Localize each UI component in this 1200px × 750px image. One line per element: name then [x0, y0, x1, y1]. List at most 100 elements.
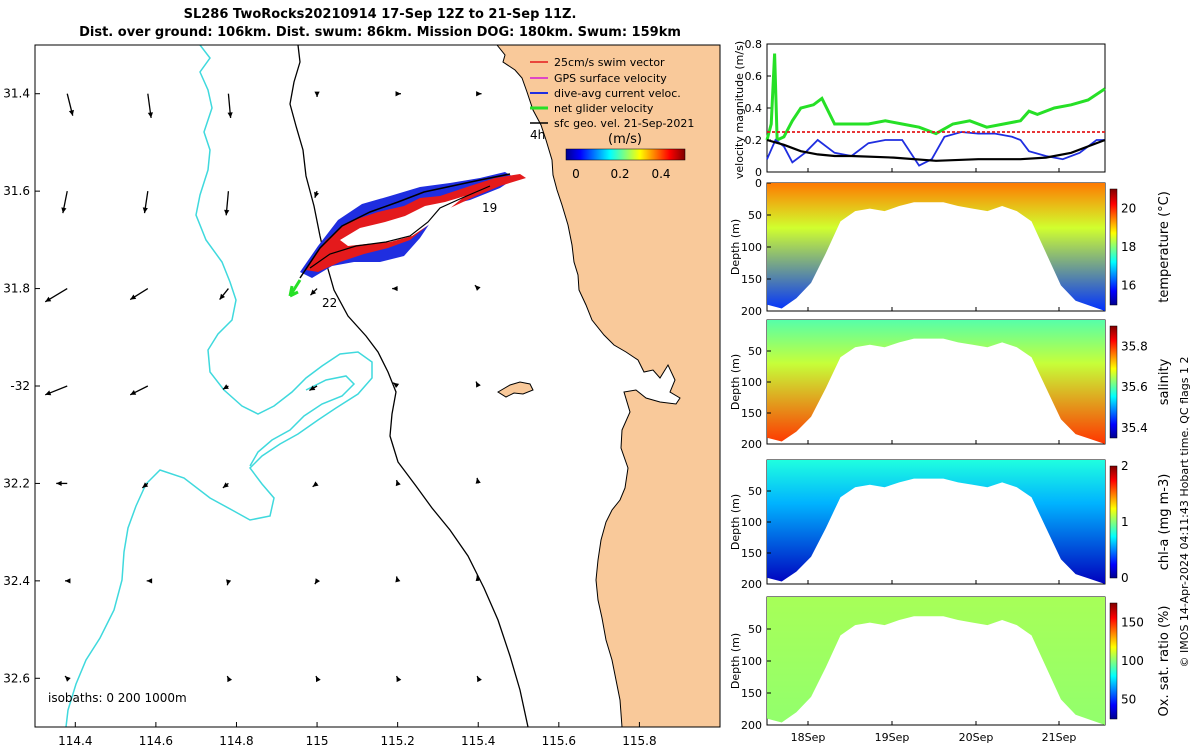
map-ytick-label: 31.4 [3, 87, 30, 101]
section-ytick-label: 50 [748, 209, 762, 222]
geo-velocity-vectors [44, 91, 482, 683]
velocity-series-net-glider-velocity [765, 53, 1106, 143]
rottnest-island [497, 381, 534, 398]
velocity-axis-ticks: 0 0.2 0.4 0.6 0.8 [745, 38, 771, 179]
geo-velocity-arrow [64, 675, 71, 682]
chla_section-colorbar-tick: 0 [1121, 571, 1129, 585]
legend-geo-velocity: sfc geo. vel. 21-Sep-2021 [530, 117, 694, 130]
glider-track [288, 172, 526, 298]
section-ytick-label: 150 [741, 407, 762, 420]
salinity_section-data [767, 320, 1105, 444]
velocity-series-sfc-geo-vel-21-sep-2021 [766, 138, 1106, 162]
section-ytick-label: 150 [741, 547, 762, 560]
time-tick-label: 21Sep [1042, 731, 1077, 744]
section-ytick-label: 150 [741, 687, 762, 700]
section-ytick-label: 100 [741, 241, 762, 254]
chla_section-data [767, 460, 1105, 584]
legend-dive-avg: dive-avg current veloc. [530, 87, 681, 100]
chla_section-colorbar [1109, 465, 1118, 579]
map-panel: 114.4 114.6 114.8 115 115.2 115.4 115.6 115.8 31… [3, 44, 721, 748]
colorbar-tick-1: 0.2 [610, 167, 629, 181]
oxygen_section-ylabel: Depth (m) [729, 633, 742, 689]
section-ytick-label: 50 [748, 623, 762, 636]
geo-velocity-arrow [314, 578, 321, 585]
salinity_section-colorbar-tick: 35.8 [1121, 339, 1148, 353]
temperature_section-colorbar-tick: 18 [1121, 240, 1136, 254]
geo-velocity-arrow [395, 479, 401, 487]
oxygen_section-colorbar-tick: 50 [1121, 693, 1136, 707]
track-white-core [340, 196, 465, 246]
geo-velocity-arrow [476, 91, 482, 97]
land-area [496, 45, 720, 727]
map-ytick-label: 31.6 [3, 184, 30, 198]
geo-velocity-arrow [147, 93, 153, 119]
isobath-1000m [289, 45, 529, 727]
time-axis: 18Sep 19Sep 20Sep 21Sep [791, 168, 1077, 744]
track-label-4h: 4h [530, 128, 545, 142]
velocity-colorbar [565, 148, 686, 161]
velocity-series [765, 53, 1106, 167]
geo-velocity-arrow [56, 480, 68, 487]
salinity_section-ylabel: Depth (m) [729, 354, 742, 410]
geo-velocity-arrow [475, 575, 481, 582]
temperature_section-colorbar-tick: 16 [1121, 279, 1136, 293]
geo-velocity-arrow [476, 675, 482, 683]
net-track-line-2 [309, 185, 491, 269]
oxygen_section-colorbar-tick: 100 [1121, 654, 1144, 668]
map-xtick-label: 115.4 [461, 734, 495, 748]
colorbar-tick-2: 0.4 [651, 167, 670, 181]
geo-velocity-arrow [222, 482, 229, 489]
geo-velocity-arrow [146, 578, 153, 584]
section-ytick-label: 100 [741, 516, 762, 529]
geo-velocity-arrow [44, 288, 68, 303]
geo-velocity-arrow [142, 191, 149, 214]
map-ytick-label: 32.2 [3, 476, 30, 490]
map-ytick-label: 32.6 [3, 671, 30, 685]
geo-velocity-arrow [66, 93, 74, 116]
section-ytick-label: 200 [741, 305, 762, 318]
chart-title-line2: Dist. over ground: 106km. Dist. swum: 86… [79, 25, 681, 40]
section-ytick-label: 200 [741, 578, 762, 591]
section-ytick-label: 100 [741, 655, 762, 668]
geo-velocity-arrow [129, 288, 149, 301]
map-xtick-label: 115.2 [380, 734, 414, 748]
colorbar-units-label: (m/s) [608, 132, 642, 147]
salinity_section-colorbar-tick: 35.6 [1121, 380, 1148, 394]
chla_section-colorbar-label: chl-a (mg m-3) [1157, 474, 1172, 571]
geo-velocity-arrow [475, 477, 481, 484]
velocity-ytick-label: 0.2 [745, 134, 763, 147]
colorbar-tick-0: 0 [572, 167, 580, 181]
velocity-ytick-label: 0 [755, 166, 762, 179]
section-ytick-label: 200 [741, 719, 762, 732]
geo-velocity-arrow [315, 675, 321, 683]
geo-velocity-arrow [312, 481, 319, 488]
map-xtick-label: 114.8 [219, 734, 253, 748]
temperature_section-colorbar-label: temperature (°C) [1157, 191, 1172, 303]
time-tick-label: 18Sep [791, 731, 826, 744]
velocity-ytick-label: 0.8 [745, 38, 763, 51]
chla_section-ylabel: Depth (m) [729, 494, 742, 550]
velocity-ylabel: velocity magnitude (m/s) [733, 41, 746, 179]
temperature_section-colorbar-tick: 20 [1121, 201, 1136, 215]
geo-velocity-arrow [65, 578, 71, 584]
geo-velocity-arrow [314, 91, 320, 98]
geo-velocity-arrow [129, 385, 149, 396]
legend-swim-vector-label: 25cm/s swim vector [554, 56, 665, 69]
oxygen_section-colorbar-label: Ox. sat. ratio (%) [1157, 606, 1172, 717]
geo-velocity-arrow [226, 579, 232, 586]
geo-velocity-arrow [309, 385, 318, 391]
temperature_section-ylabel: Depth (m) [729, 219, 742, 275]
geo-velocity-arrow [395, 675, 402, 683]
chla_section-colorbar-tick: 1 [1121, 515, 1129, 529]
net-glider-velocity-arrow [288, 279, 302, 298]
time-tick-label: 19Sep [875, 731, 910, 744]
map-ytick-label: 32.4 [3, 574, 30, 588]
geo-velocity-arrow [309, 288, 318, 296]
section-ytick-label: 150 [741, 273, 762, 286]
geo-velocity-arrow [392, 285, 398, 292]
salinity_section-panel: 50 100 150 200 Depth (m) 35.4 35.6 35.8 salinity [729, 319, 1172, 451]
map-ytick-label: 31.8 [3, 282, 30, 296]
geo-velocity-arrow [475, 381, 481, 388]
